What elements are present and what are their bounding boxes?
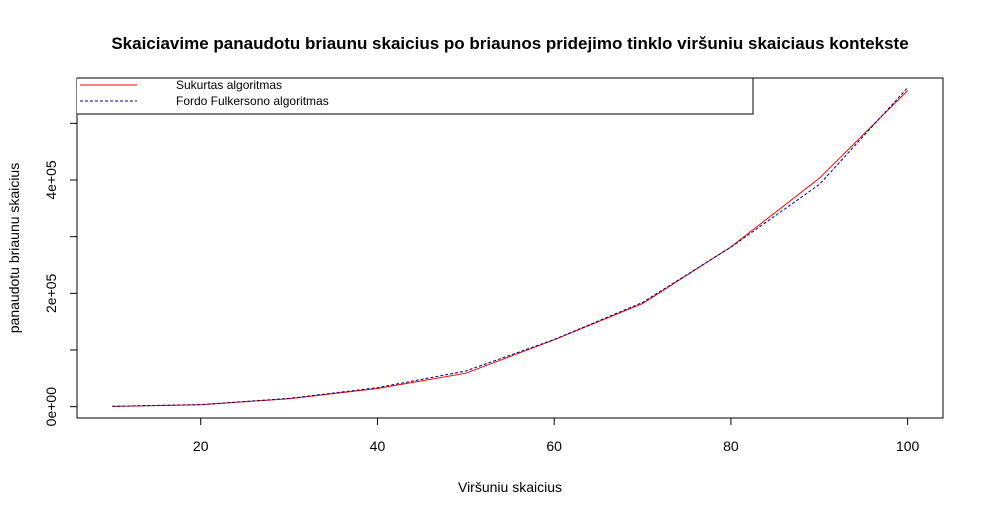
y-tick-label: 2e+05 bbox=[43, 273, 59, 313]
x-axis: 20 40 60 80 100 bbox=[193, 418, 920, 454]
legend: Sukurtas algoritmas Fordo Fulkersono algo… bbox=[77, 77, 754, 115]
series-line-2 bbox=[112, 87, 909, 407]
legend-label: Fordo Fulkersono algoritmas bbox=[176, 94, 329, 108]
series-layer bbox=[112, 87, 909, 407]
plot-border bbox=[76, 77, 944, 419]
chart-title: Skaiciavime panaudotu briaunu skaicius p… bbox=[111, 34, 908, 53]
x-tick-label: 80 bbox=[723, 438, 739, 454]
x-axis-label: Viršuniu skaicius bbox=[458, 479, 562, 495]
y-tick-label: 0e+00 bbox=[43, 387, 59, 427]
series-line-1 bbox=[112, 90, 909, 407]
x-tick-label: 100 bbox=[896, 438, 920, 454]
x-tick-label: 60 bbox=[546, 438, 562, 454]
legend-label: Sukurtas algoritmas bbox=[176, 78, 282, 92]
x-tick-label: 20 bbox=[193, 438, 209, 454]
y-tick-label: 4e+05 bbox=[43, 160, 59, 200]
y-axis: 0e+00 2e+05 4e+05 bbox=[43, 122, 77, 427]
y-axis-label: panaudotu briaunu skaicius bbox=[6, 163, 22, 333]
x-tick-label: 40 bbox=[370, 438, 386, 454]
legend-box bbox=[77, 77, 754, 115]
